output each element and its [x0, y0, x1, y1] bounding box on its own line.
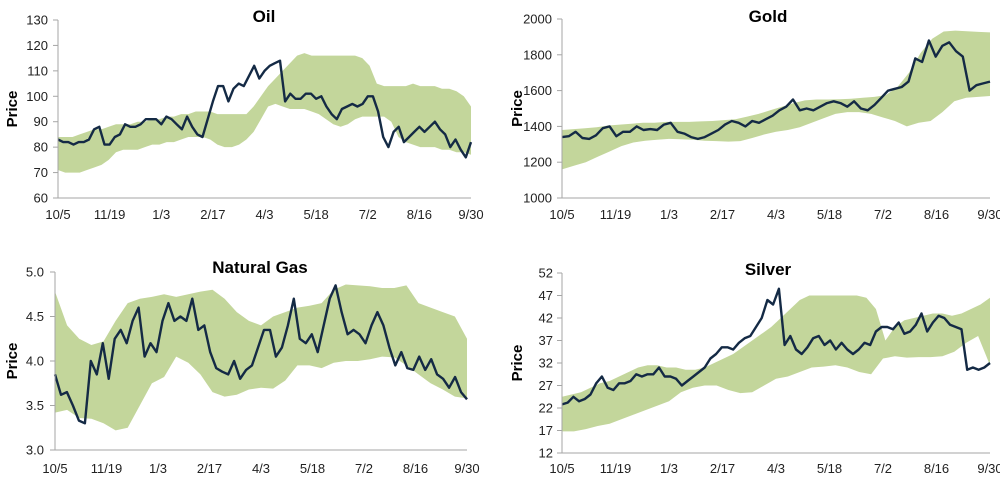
natural_gas-ytick-label: 5.0 — [26, 265, 44, 280]
natural_gas-price-line — [53, 284, 468, 425]
oil-ytick-label: 120 — [26, 38, 48, 53]
natural_gas-xtick-label: 11/19 — [91, 461, 123, 476]
silver-xtick-label: 11/19 — [600, 461, 632, 476]
chart-gold: 1000 1200 1400 1600 1800 2000 10/5 11/19 1/3 2/17… — [509, 7, 1000, 222]
oil-band — [58, 53, 471, 173]
silver-ytick-label: 27 — [539, 378, 553, 393]
silver-y-axis-label: Price — [509, 345, 526, 382]
natural_gas-xtick-label: 10/5 — [42, 461, 67, 476]
natural_gas-title: Natural Gas — [212, 258, 307, 277]
oil-title: Oil — [253, 7, 276, 26]
gold-xtick-label: 11/19 — [600, 207, 632, 222]
silver-xtick-label: 2/17 — [710, 461, 735, 476]
gold-price-line — [561, 39, 991, 141]
oil-y-axis-label: Price — [4, 91, 21, 128]
gold-ytick-label: 1600 — [523, 83, 552, 98]
gold-xtick-label: 9/30 — [977, 207, 1000, 222]
gold-title: Gold — [749, 7, 788, 26]
oil-ytick-label: 110 — [27, 63, 48, 78]
gold-ytick-label: 2000 — [523, 12, 552, 27]
gold-ytick-label: 1200 — [523, 155, 552, 170]
natural_gas-xtick-label: 4/3 — [252, 461, 270, 476]
silver-xtick-label: 7/2 — [874, 461, 892, 476]
natural_gas-y-axis-label: Price — [4, 343, 21, 380]
silver-xtick-label: 5/18 — [817, 461, 842, 476]
silver-xtick-label: 4/3 — [767, 461, 785, 476]
silver-title: Silver — [745, 260, 792, 279]
silver-ytick-label: 37 — [539, 333, 553, 348]
natural_gas-ytick-label: 4.5 — [26, 309, 44, 324]
silver-price-line — [561, 287, 991, 406]
oil-xtick-label: 2/17 — [200, 207, 225, 222]
chart-silver: 12 17 22 27 32 37 42 47 52 10/5 11/19 1/3 2/17 4/3 5/1… — [509, 260, 1000, 476]
natural_gas-xtick-label: 8/16 — [403, 461, 428, 476]
gold-xtick-label: 7/2 — [874, 207, 892, 222]
gold-xtick-label: 4/3 — [767, 207, 785, 222]
silver-ytick-label: 52 — [539, 266, 553, 281]
gold-xtick-label: 5/18 — [817, 207, 842, 222]
natural_gas-ytick-label: 3.0 — [26, 443, 44, 458]
oil-xtick-label: 4/3 — [255, 207, 273, 222]
oil-xtick-label: 1/3 — [152, 207, 170, 222]
oil-ytick-label: 130 — [26, 13, 48, 28]
chart-natural_gas: 3.0 3.5 4.0 4.5 5.0 10/5 11/19 1/3 2/17 4/3 5/18 7/… — [4, 258, 480, 476]
gold-xtick-label: 1/3 — [660, 207, 678, 222]
natural_gas-xtick-label: 5/18 — [300, 461, 325, 476]
natural_gas-xtick-label: 9/30 — [454, 461, 479, 476]
natural_gas-xtick-label: 1/3 — [149, 461, 167, 476]
silver-ytick-label: 32 — [539, 356, 553, 371]
natural_gas-ytick-label: 4.0 — [26, 354, 44, 369]
natural_gas-ytick-label: 3.5 — [26, 398, 44, 413]
natural_gas-band — [55, 284, 467, 431]
oil-xtick-label: 9/30 — [458, 207, 483, 222]
silver-band — [562, 295, 990, 432]
silver-ytick-label: 12 — [539, 446, 553, 461]
natural_gas-xtick-label: 2/17 — [197, 461, 222, 476]
natural_gas-xtick-label: 7/2 — [355, 461, 373, 476]
oil-xtick-label: 11/19 — [94, 207, 126, 222]
oil-ytick-label: 60 — [34, 191, 48, 206]
gold-xtick-label: 8/16 — [924, 207, 949, 222]
chart-oil: 60 70 80 90 100 110 120 130 10/5 11/19 1/3 2/17 4/3 5… — [4, 7, 484, 222]
oil-ytick-label: 70 — [34, 165, 48, 180]
gold-ytick-label: 1400 — [523, 119, 552, 134]
gold-ytick-label: 1000 — [523, 191, 552, 206]
oil-xtick-label: 7/2 — [359, 207, 377, 222]
oil-xtick-label: 5/18 — [303, 207, 328, 222]
oil-ytick-label: 90 — [34, 114, 48, 129]
silver-ytick-label: 22 — [539, 401, 553, 416]
oil-xtick-label: 8/16 — [407, 207, 432, 222]
oil-ytick-label: 80 — [34, 140, 48, 155]
oil-price-line — [57, 59, 473, 159]
silver-xtick-label: 9/30 — [977, 461, 1000, 476]
silver-ytick-label: 47 — [539, 288, 553, 303]
gold-band — [562, 30, 990, 170]
silver-xtick-label: 1/3 — [660, 461, 678, 476]
gold-y-axis-label: Price — [509, 90, 526, 127]
silver-xtick-label: 10/5 — [549, 461, 574, 476]
gold-ytick-label: 1800 — [523, 47, 552, 62]
silver-xtick-label: 8/16 — [924, 461, 949, 476]
oil-ytick-label: 100 — [26, 89, 48, 104]
silver-ytick-label: 17 — [539, 423, 553, 438]
gold-xtick-label: 2/17 — [710, 207, 735, 222]
gold-xtick-label: 10/5 — [549, 207, 574, 222]
silver-ytick-label: 42 — [539, 311, 553, 326]
oil-xtick-label: 10/5 — [45, 207, 70, 222]
